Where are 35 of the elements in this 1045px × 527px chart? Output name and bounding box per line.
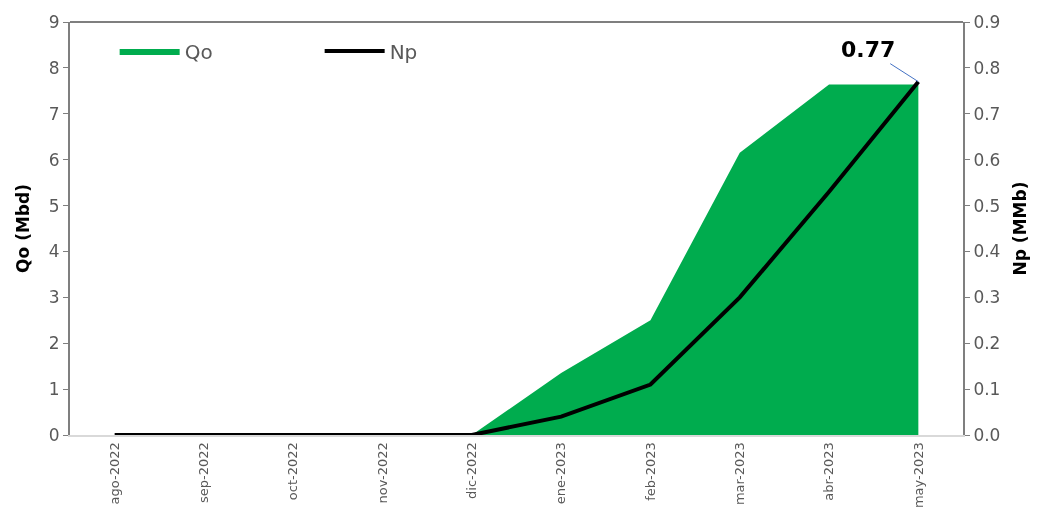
x-tick-label: ago-2022 [106, 442, 122, 505]
x-tick-label: feb-2023 [642, 442, 658, 501]
y2-tick-label: 0.9 [973, 11, 1001, 32]
y-tick-label: 6 [48, 149, 60, 170]
y-tick-label: 8 [48, 57, 60, 78]
y-tick-label: 1 [48, 379, 60, 400]
y2-tick-label: 0.2 [973, 333, 1001, 354]
y2-tick-label: 0.6 [973, 149, 1001, 170]
y2-tick-label: 0.8 [973, 57, 1001, 78]
legend-label: Np [389, 39, 418, 64]
x-tick-label: abr-2023 [821, 442, 837, 501]
y-axis-title: Qo (Mbd) [12, 184, 33, 273]
x-tick-label: sep-2022 [196, 442, 212, 504]
y-tick-label: 9 [48, 11, 60, 32]
y-tick-label: 7 [48, 103, 60, 124]
x-tick-label: oct-2022 [285, 442, 301, 501]
y2-tick-label: 0.5 [973, 195, 1001, 216]
x-tick-label: dic-2022 [464, 442, 480, 499]
y2-tick-label: 0.4 [973, 241, 1001, 262]
x-tick-label: may-2023 [910, 442, 926, 509]
x-tick-label: nov-2022 [374, 442, 390, 504]
y2-tick-label: 0.3 [973, 287, 1001, 308]
x-tick-label: mar-2023 [731, 442, 747, 506]
y2-tick-label: 0.7 [973, 103, 1001, 124]
y-tick-label: 5 [48, 195, 60, 216]
y-tick-label: 2 [48, 333, 60, 354]
y2-tick-label: 0.1 [973, 379, 1001, 400]
y-tick-label: 4 [48, 241, 60, 262]
x-tick-label: ene-2023 [553, 442, 569, 505]
legend-label: Qo [184, 39, 213, 64]
y-tick-label: 0 [48, 424, 60, 445]
data-label: 0.77 [841, 37, 896, 62]
y2-axis-title: Np (MMb) [1010, 181, 1031, 276]
y2-tick-label: 0.0 [973, 424, 1001, 445]
y-tick-label: 3 [48, 287, 60, 308]
